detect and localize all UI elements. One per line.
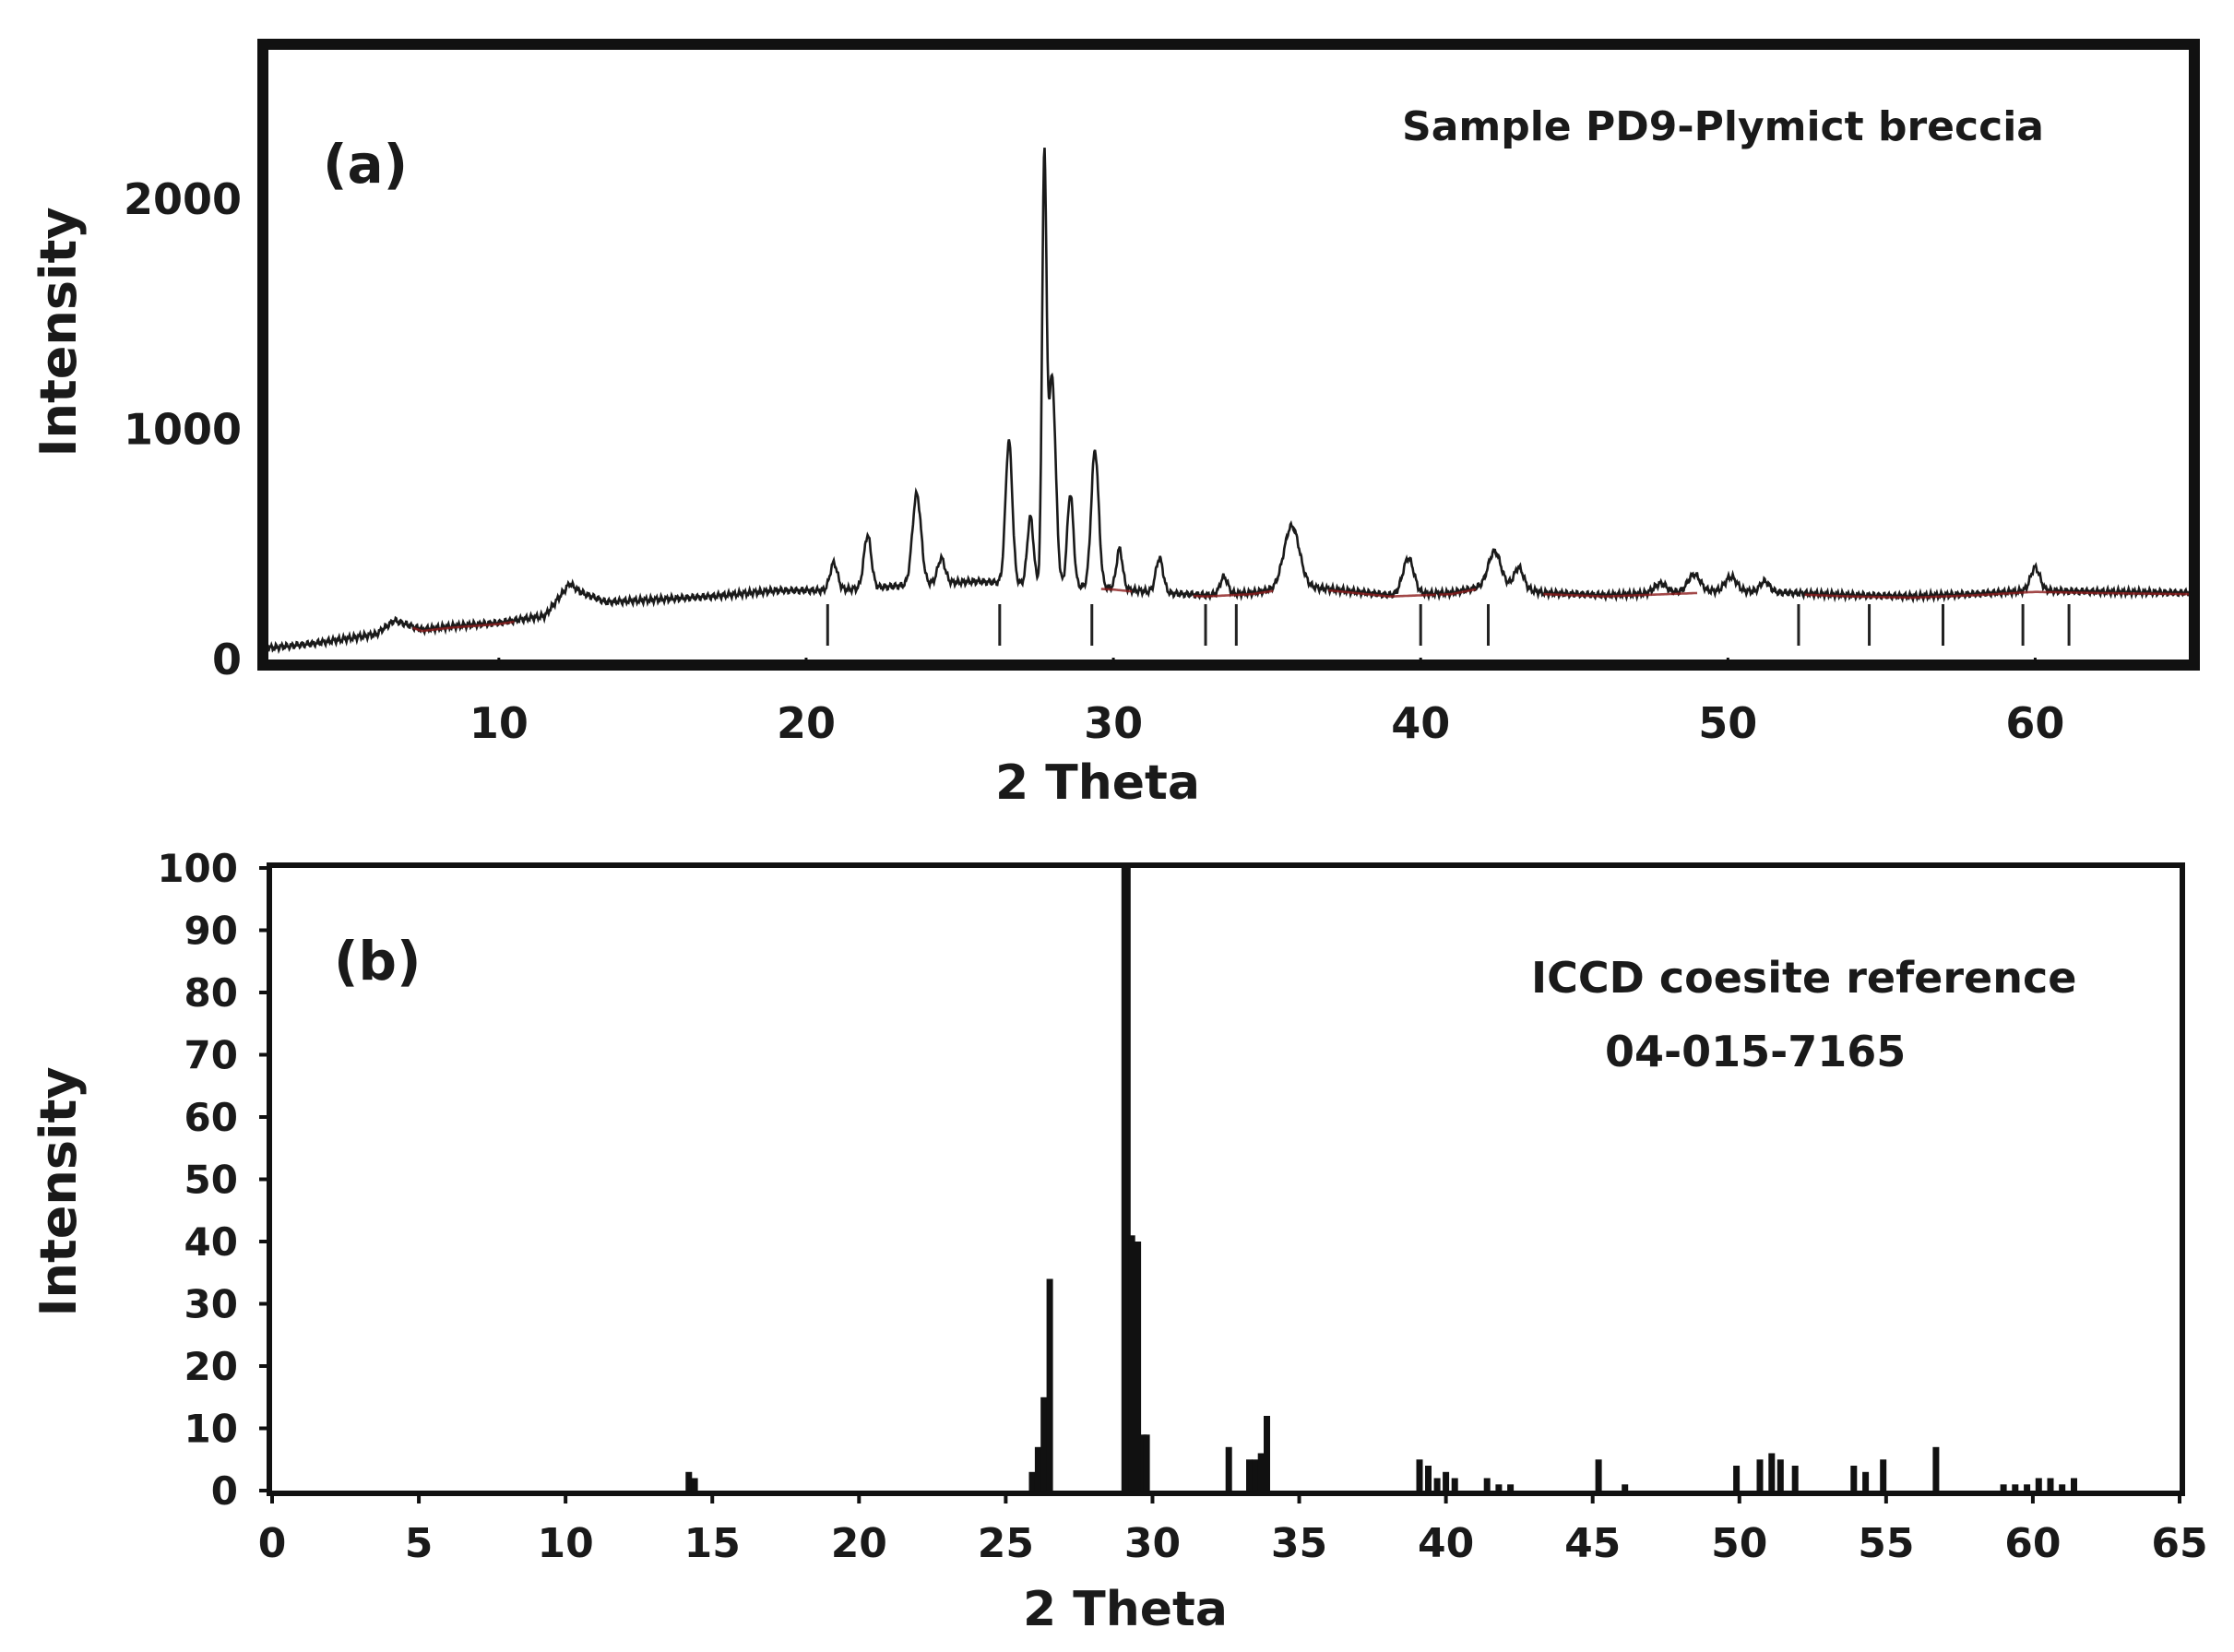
panel-b-bar bbox=[685, 1471, 693, 1492]
panel-b-x-tick-label: 15 bbox=[684, 1520, 741, 1567]
panel-b-annotation-line-2: 04-015-7165 bbox=[1605, 1027, 1906, 1076]
panel-b-x-tick-label: 20 bbox=[831, 1520, 887, 1567]
panel-b-bar bbox=[1028, 1471, 1036, 1492]
panel-b-y-tick-label: 60 bbox=[184, 1095, 238, 1140]
panel-b-y-tick-label: 90 bbox=[184, 909, 238, 954]
panel-b-x-tick-label: 40 bbox=[1418, 1520, 1474, 1567]
panel-b-x-tick-label: 25 bbox=[978, 1520, 1034, 1567]
panel-b-x-tick-label: 60 bbox=[2004, 1520, 2061, 1567]
panel-b-y-tick-label: 50 bbox=[184, 1158, 238, 1203]
panel-b-bar bbox=[1483, 1478, 1491, 1491]
panel-b-y-axis: 0 10 20 30 40 50 60 70 80 90 100 bbox=[157, 846, 272, 1514]
panel-a-annotation: Sample PD9-Plymict breccia bbox=[1402, 103, 2044, 150]
panel-b-x-tick-label: 55 bbox=[1858, 1520, 1914, 1567]
panel-a-x-tick-label: 50 bbox=[1698, 698, 1757, 748]
panel-b-bar bbox=[1040, 1396, 1048, 1492]
panel-b-bar bbox=[2035, 1478, 2042, 1491]
panel-b-bar bbox=[2012, 1484, 2019, 1492]
panel-b-bar bbox=[1416, 1459, 1423, 1492]
panel-b-bar bbox=[2059, 1484, 2066, 1492]
panel-b-bar bbox=[1862, 1471, 1870, 1492]
panel-b-bar bbox=[1135, 1242, 1142, 1491]
panel-b-bar bbox=[1791, 1466, 1799, 1491]
panel-a-x-axis: 10 20 30 40 50 60 bbox=[469, 658, 2064, 748]
panel-b-bar bbox=[1425, 1466, 1432, 1491]
panel-a-x-tick-label: 20 bbox=[777, 698, 836, 748]
panel-b-y-tick-label: 20 bbox=[184, 1344, 238, 1389]
panel-a-y-axis: 0 1000 2000 bbox=[124, 174, 242, 684]
panel-a-fit-line bbox=[412, 588, 2190, 633]
panel-b-y-axis-label: Intensity bbox=[30, 1066, 88, 1316]
panel-b-x-tick-label: 0 bbox=[258, 1520, 287, 1567]
panel-b-bar bbox=[691, 1478, 698, 1491]
panel-b-bar bbox=[1850, 1466, 1858, 1491]
panel-b-x-tick-label: 50 bbox=[1711, 1520, 1767, 1567]
panel-b-y-tick-label: 0 bbox=[211, 1468, 238, 1514]
panel-b-bar bbox=[1733, 1466, 1741, 1491]
panel-b-y-tick-label: 100 bbox=[157, 846, 238, 891]
panel-a-label: (a) bbox=[323, 133, 408, 196]
panel-b-bar bbox=[1756, 1459, 1764, 1492]
panel-b-bar bbox=[1507, 1484, 1515, 1492]
panel-b-y-tick-label: 30 bbox=[184, 1282, 238, 1327]
panel-b-x-tick-label: 10 bbox=[538, 1520, 594, 1567]
panel-b-bar bbox=[1433, 1478, 1441, 1491]
panel-b-x-tick-label: 45 bbox=[1564, 1520, 1621, 1567]
panel-b-bar bbox=[1257, 1453, 1265, 1491]
panel-a-xrd-pattern: 10 20 30 40 50 60 0 1000 2000 (a) Sample PD9-Pl… bbox=[30, 39, 2200, 811]
panel-b-label: (b) bbox=[334, 930, 422, 992]
panel-b-bar bbox=[1246, 1459, 1253, 1492]
panel-a-y-tick-label: 0 bbox=[212, 635, 242, 684]
panel-b-bar bbox=[1121, 868, 1131, 1491]
panel-a-frame bbox=[257, 39, 2200, 671]
panel-b-bar bbox=[1777, 1459, 1784, 1492]
panel-a-diffraction-trace bbox=[267, 148, 2190, 655]
panel-b-bar bbox=[2047, 1478, 2054, 1491]
panel-b-bar bbox=[1880, 1459, 1887, 1492]
panel-a-x-tick-label: 30 bbox=[1084, 698, 1143, 748]
panel-b-bar bbox=[1034, 1446, 1041, 1492]
panel-b-y-tick-label: 70 bbox=[184, 1033, 238, 1078]
panel-b-bar bbox=[1768, 1453, 1776, 1491]
panel-b-y-tick-label: 80 bbox=[184, 970, 238, 1016]
panel-b-bar bbox=[2000, 1484, 2007, 1492]
panel-b-y-tick-label: 40 bbox=[184, 1219, 238, 1265]
panel-b-x-tick-label: 5 bbox=[405, 1520, 434, 1567]
panel-b-bar bbox=[1046, 1278, 1053, 1491]
panel-b-bar bbox=[1264, 1416, 1270, 1491]
panel-a-x-tick-label: 40 bbox=[1391, 698, 1450, 748]
panel-b-y-tick-label: 10 bbox=[184, 1407, 238, 1452]
panel-a-y-tick-label: 2000 bbox=[124, 174, 242, 224]
panel-a-y-tick-label: 1000 bbox=[124, 405, 242, 455]
panel-a-x-axis-label: 2 Theta bbox=[995, 755, 1200, 811]
panel-b-x-tick-label: 30 bbox=[1124, 1520, 1181, 1567]
panel-a-reference-ticks bbox=[826, 604, 2071, 646]
panel-b-x-tick-label: 65 bbox=[2151, 1520, 2207, 1567]
panel-b-bar bbox=[1495, 1484, 1503, 1492]
panel-b-bar bbox=[1932, 1446, 1940, 1492]
panel-a-y-axis-label: Intensity bbox=[30, 207, 88, 457]
panel-a-x-tick-label: 60 bbox=[2005, 698, 2064, 748]
panel-b-x-axis: 0 5 10 15 20 25 30 35 40 45 50 55 60 65 bbox=[258, 1491, 2208, 1567]
panel-b-x-tick-label: 35 bbox=[1271, 1520, 1327, 1567]
panel-b-bars bbox=[685, 868, 2077, 1492]
panel-b-bar bbox=[2071, 1478, 2077, 1491]
panel-b-x-axis-label: 2 Theta bbox=[1023, 1582, 1228, 1637]
panel-b-bar bbox=[1443, 1471, 1450, 1492]
panel-b-bar bbox=[2024, 1484, 2031, 1492]
panel-b-reference-pattern: 0 5 10 15 20 25 30 35 40 45 50 55 60 65 0 10 20 30 40 50 60… bbox=[30, 846, 2208, 1637]
panel-b-bar bbox=[1252, 1459, 1259, 1492]
panel-a-x-tick-label: 10 bbox=[469, 698, 529, 748]
panel-b-bar bbox=[1143, 1434, 1150, 1492]
panel-b-bar bbox=[1128, 1235, 1135, 1492]
panel-b-annotation-line-1: ICCD coesite reference bbox=[1531, 953, 2076, 1003]
panel-b-bar bbox=[1595, 1459, 1602, 1492]
panel-b-bar bbox=[1225, 1446, 1232, 1492]
panel-b-bar bbox=[1622, 1484, 1629, 1492]
panel-b-bar bbox=[1451, 1478, 1458, 1491]
